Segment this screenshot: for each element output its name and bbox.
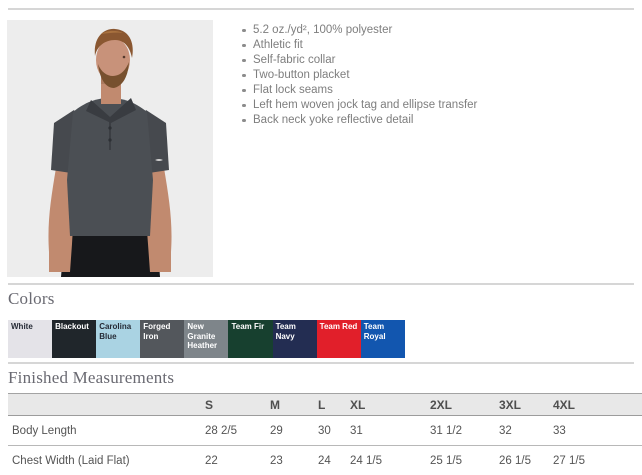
feature-item: Two-button placket	[241, 68, 631, 83]
color-swatch-blackout[interactable]: Blackout	[52, 320, 97, 358]
product-photo	[7, 20, 213, 277]
measurement-value: 24 1/5	[350, 454, 382, 467]
feature-item: 5.2 oz./yd², 100% polyester	[241, 23, 631, 38]
size-column-header: S	[205, 397, 214, 412]
measurement-value: 22	[205, 454, 218, 467]
feature-item: Left hem woven jock tag and ellipse tran…	[241, 98, 631, 113]
measurement-row-label: Chest Width (Laid Flat)	[12, 454, 130, 467]
measurements-table: S M L XL 2XL 3XL 4XL Body Length 28 2/5 29 30 31 31…	[8, 393, 642, 475]
measurement-value: 23	[270, 454, 283, 467]
color-swatches: White Blackout Carolina Blue Forged Iron New…	[8, 320, 405, 358]
measurement-row: Chest Width (Laid Flat) 22 23 24 24 1/5 25 1/…	[8, 446, 642, 475]
colors-divider	[8, 283, 634, 285]
measurement-value: 32	[499, 424, 512, 437]
measurement-value: 29	[270, 424, 283, 437]
measurements-header-row: S M L XL 2XL 3XL 4XL	[8, 393, 642, 416]
feature-item: Self-fabric collar	[241, 53, 631, 68]
color-swatch-new-granite-heather[interactable]: New Granite Heather	[184, 320, 229, 358]
color-swatch-forged-iron[interactable]: Forged Iron	[140, 320, 185, 358]
measurement-value: 28 2/5	[205, 424, 237, 437]
measurement-value: 33	[553, 424, 566, 437]
measurements-divider	[8, 362, 634, 364]
measurement-value: 30	[318, 424, 331, 437]
color-swatch-carolina-blue[interactable]: Carolina Blue	[96, 320, 141, 358]
measurement-value: 31 1/2	[430, 424, 462, 437]
measurement-row: Body Length 28 2/5 29 30 31 31 1/2 32 33	[8, 416, 642, 446]
size-column-header: 3XL	[499, 397, 522, 412]
color-swatch-team-red[interactable]: Team Red	[316, 320, 361, 358]
measurement-value: 24	[318, 454, 331, 467]
colors-heading: Colors	[8, 289, 55, 308]
color-swatch-team-royal[interactable]: Team Royal	[360, 320, 405, 358]
color-swatch-white[interactable]: White	[8, 320, 53, 358]
color-swatch-team-fir[interactable]: Team Fir	[228, 320, 273, 358]
size-column-header: L	[318, 397, 326, 412]
feature-item: Flat lock seams	[241, 83, 631, 98]
measurement-value: 31	[350, 424, 363, 437]
size-column-header	[8, 394, 205, 416]
measurement-value: 27 1/5	[553, 454, 585, 467]
size-column-header: 2XL	[430, 397, 453, 412]
measurements-body: Body Length 28 2/5 29 30 31 31 1/2 32 33 Chest W…	[8, 416, 642, 475]
measurements-heading: Finished Measurements	[8, 368, 175, 387]
measurement-value: 26 1/5	[499, 454, 531, 467]
model-illustration	[7, 20, 213, 277]
size-column-header: M	[270, 397, 280, 412]
color-swatch-team-navy[interactable]: Team Navy	[272, 320, 317, 358]
size-column-header: 4XL	[553, 397, 576, 412]
top-divider	[8, 8, 634, 10]
feature-item: Athletic fit	[241, 38, 631, 53]
feature-item: Back neck yoke reflective detail	[241, 113, 631, 128]
measurement-value: 25 1/5	[430, 454, 462, 467]
feature-list: 5.2 oz./yd², 100% polyester Athletic fit S…	[241, 23, 631, 128]
measurement-row-label: Body Length	[12, 424, 77, 437]
size-column-header: XL	[350, 397, 366, 412]
